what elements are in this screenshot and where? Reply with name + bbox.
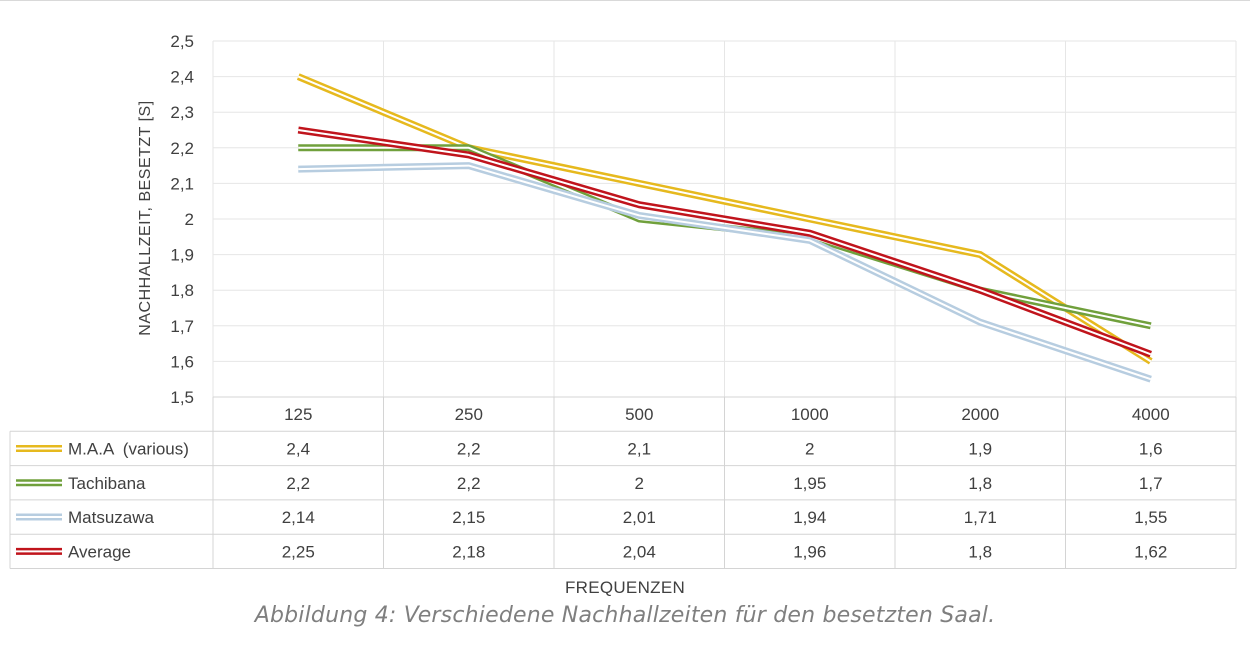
series-line-core	[298, 164, 1152, 381]
table-cell-value: 2,04	[623, 542, 656, 561]
series-line	[296, 73, 1153, 365]
series-line	[298, 162, 1152, 383]
table-cell-value: 2,14	[282, 508, 315, 527]
table-cell-value: 2	[805, 439, 814, 458]
table-cell-value: 1,55	[1134, 508, 1167, 527]
table-cell-value: 1,96	[793, 542, 826, 561]
table-cell-value: 2,15	[452, 508, 485, 527]
y-tick-label: 1,7	[170, 317, 194, 336]
table-cell-value: 1,8	[968, 474, 992, 493]
y-tick-label: 2,3	[170, 103, 194, 122]
legend-label: M.A.A (various)	[68, 439, 189, 458]
grid	[212, 40, 1237, 398]
legend-label: Tachibana	[68, 474, 146, 493]
y-tick-label: 1,6	[170, 352, 194, 371]
x-tick-label: 2000	[961, 405, 999, 424]
series-lines	[296, 73, 1153, 383]
table-cell-value: 1,6	[1139, 439, 1163, 458]
table-cell-value: 2,18	[452, 542, 485, 561]
table-cell-value: 2,2	[457, 439, 481, 458]
table-cell-value: 2	[635, 474, 644, 493]
legend-label: Matsuzawa	[68, 508, 155, 527]
table-cell-value: 2,4	[286, 439, 310, 458]
table-cell-value: 1,62	[1134, 542, 1167, 561]
table-cell-value: 1,7	[1139, 474, 1163, 493]
y-tick-label: 1,8	[170, 281, 194, 300]
table-cell-value: 1,71	[964, 508, 997, 527]
y-tick-label: 2,5	[170, 32, 194, 51]
table-cell-value: 2,2	[457, 474, 481, 493]
table-cell-value: 1,8	[968, 542, 992, 561]
y-axis: 1,5 1,6 1,7 1,8 1,9 2 2,1 2,2 2,3 2,4 2,5	[170, 32, 194, 407]
y-tick-label: 2	[185, 210, 194, 229]
series-line-core	[297, 75, 1152, 363]
table-cell-value: 1,9	[968, 439, 992, 458]
series-line	[297, 126, 1152, 358]
y-tick-label: 1,5	[170, 388, 194, 407]
legend-label: Average	[68, 542, 131, 561]
x-tick-label: 250	[455, 405, 483, 424]
figure-caption: Abbildung 4: Verschiedene Nachhallzeiten…	[254, 603, 996, 628]
y-tick-label: 1,9	[170, 246, 194, 265]
y-tick-label: 2,1	[170, 174, 194, 193]
x-tick-label: 1000	[791, 405, 829, 424]
y-tick-label: 2,2	[170, 139, 194, 158]
data-table: 125 250 500 1000 2000 4000 M.A.A (various) 2,4 2…	[9, 396, 1237, 569]
y-axis-label: NACHHALLZEIT, BESETZT [S]	[137, 100, 154, 335]
x-tick-label: 125	[284, 405, 312, 424]
x-axis-label: FREQUENZEN	[564, 578, 686, 597]
table-cell-value: 2,2	[286, 474, 310, 493]
table-cell-value: 1,94	[793, 508, 826, 527]
table-cell-value: 2,25	[282, 542, 315, 561]
table-cell-value: 2,1	[627, 439, 651, 458]
x-tick-label: 500	[625, 405, 653, 424]
table-cell-value: 1,95	[793, 474, 826, 493]
table-cell-value: 2,01	[623, 508, 656, 527]
top-divider	[0, 0, 1250, 1]
y-tick-label: 2,4	[170, 68, 194, 87]
x-tick-label: 4000	[1132, 405, 1170, 424]
series-line-core	[298, 129, 1152, 356]
